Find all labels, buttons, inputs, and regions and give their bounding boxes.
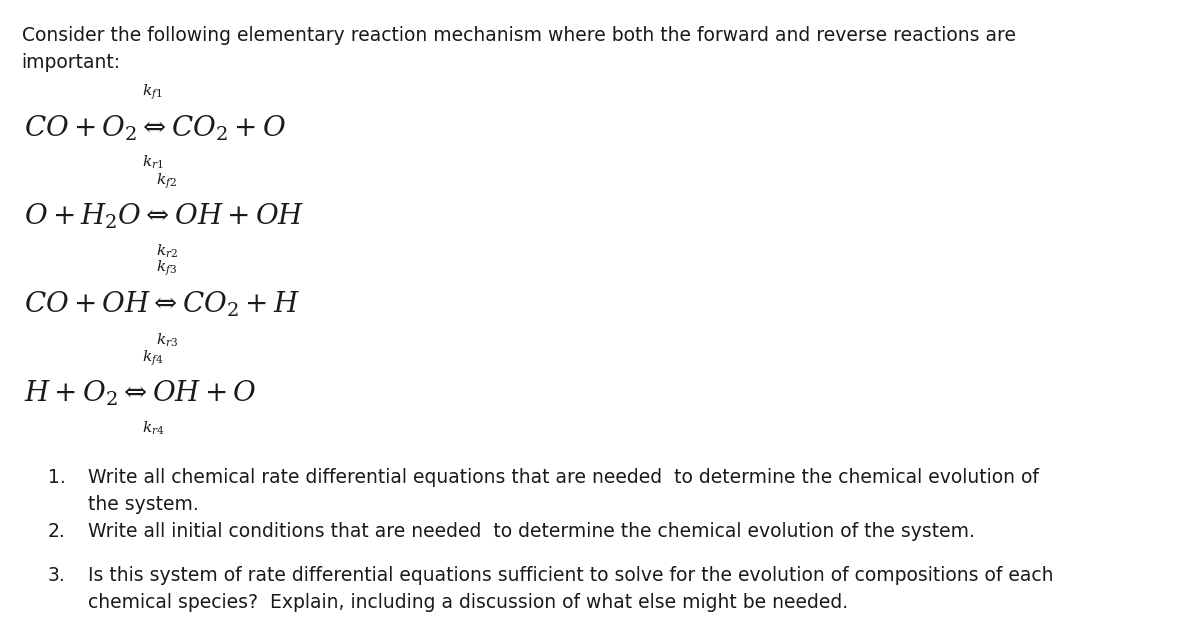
Text: Write all chemical rate differential equations that are needed  to determine the: Write all chemical rate differential equ… [88, 468, 1038, 488]
Text: $k_{r3}$: $k_{r3}$ [156, 332, 179, 349]
Text: 1.: 1. [48, 468, 66, 488]
Text: $k_{f1}$: $k_{f1}$ [142, 83, 162, 102]
Text: $CO+OH\Leftrightarrow CO_2+H$: $CO+OH\Leftrightarrow CO_2+H$ [24, 289, 300, 319]
Text: 3.: 3. [48, 566, 66, 586]
Text: $k_{r4}$: $k_{r4}$ [142, 419, 164, 436]
Text: 2.: 2. [48, 522, 66, 541]
Text: $CO+O_2\Leftrightarrow CO_2+O$: $CO+O_2\Leftrightarrow CO_2+O$ [24, 113, 287, 143]
Text: Is this system of rate differential equations sufficient to solve for the evolut: Is this system of rate differential equa… [88, 566, 1054, 586]
Text: Write all initial conditions that are needed  to determine the chemical evolutio: Write all initial conditions that are ne… [88, 522, 974, 541]
Text: $k_{f3}$: $k_{f3}$ [156, 259, 178, 278]
Text: $k_{f4}$: $k_{f4}$ [142, 349, 163, 368]
Text: $O+H_2O\Leftrightarrow OH+OH$: $O+H_2O\Leftrightarrow OH+OH$ [24, 202, 305, 231]
Text: Consider the following elementary reaction mechanism where both the forward and : Consider the following elementary reacti… [22, 26, 1015, 72]
Text: $H+O_2\Leftrightarrow OH+O$: $H+O_2\Leftrightarrow OH+O$ [24, 379, 257, 408]
Text: $k_{f2}$: $k_{f2}$ [156, 172, 176, 191]
Text: chemical species?  Explain, including a discussion of what else might be needed.: chemical species? Explain, including a d… [88, 593, 847, 612]
Text: $k_{r2}$: $k_{r2}$ [156, 243, 178, 260]
Text: the system.: the system. [88, 495, 198, 515]
Text: $k_{r1}$: $k_{r1}$ [142, 154, 163, 171]
